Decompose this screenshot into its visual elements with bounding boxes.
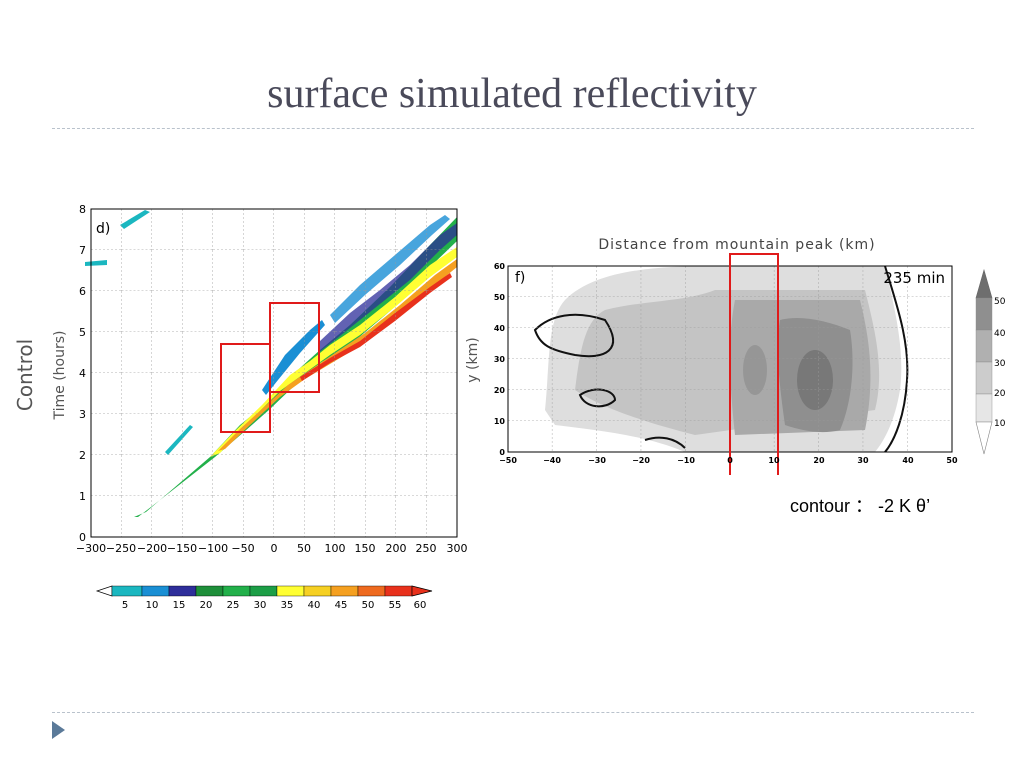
y-tick-label: 7	[79, 244, 86, 257]
y-axis-label: y (km)	[465, 337, 481, 382]
y-tick-label: 6	[79, 285, 86, 298]
x-tick-label: −250	[106, 542, 136, 555]
reflectivity-colorbar: 5 10 15 20 25 30 35 40 45 50 55 60	[95, 585, 433, 611]
x-tick-label: 50	[297, 542, 311, 555]
scale-label: 10	[994, 419, 1006, 429]
y-tick-label: 20	[494, 386, 506, 395]
colorbar-label: 40	[308, 600, 321, 611]
x-tick-label: −50	[499, 456, 517, 465]
x-tick-label: 0	[727, 456, 733, 465]
control-reflectivity-chart: 0 1 2 3 4 5 6 7 8 −300 −250 −200 −150 −1…	[13, 203, 468, 555]
bullet-arrow-icon	[52, 721, 65, 739]
scale-label: 30	[994, 359, 1006, 369]
colorbar-label: 5	[122, 600, 128, 611]
x-tick-label: −300	[76, 542, 106, 555]
grayscale-scale-bar: 50 40 30 20 10	[975, 268, 1006, 455]
footer-divider	[52, 712, 974, 713]
y-tick-label: 8	[79, 203, 86, 216]
colorbar-label: 30	[254, 600, 267, 611]
highlight-box	[729, 253, 779, 475]
y-tick-label: 40	[494, 324, 506, 333]
x-tick-label: 200	[386, 542, 407, 555]
highlight-box	[269, 302, 320, 393]
x-tick-label: 250	[416, 542, 437, 555]
colorbar-label: 50	[362, 600, 375, 611]
x-tick-label: 150	[355, 542, 376, 555]
colorbar-label: 25	[227, 600, 240, 611]
colorbar-label: 15	[173, 600, 186, 611]
y-tick-label: 3	[79, 408, 86, 421]
y-tick-label: 0	[499, 448, 505, 457]
scale-label: 50	[994, 297, 1006, 307]
scale-label: 40	[994, 329, 1006, 339]
colorbar-label: 45	[335, 600, 348, 611]
y-tick-label: 0	[79, 531, 86, 544]
x-tick-label: −10	[677, 456, 695, 465]
panel-label: f)	[515, 270, 525, 286]
x-tick-label: −30	[588, 456, 606, 465]
y-axis-label: Time (hours)	[52, 331, 68, 421]
y-tick-label: 30	[494, 355, 506, 364]
x-tick-label: 40	[902, 456, 914, 465]
y-tick-label: 2	[79, 449, 86, 462]
x-tick-label: 0	[271, 542, 278, 555]
y-tick-label: 10	[494, 417, 506, 426]
y-tick-label: 50	[494, 293, 506, 302]
x-tick-label: −100	[198, 542, 228, 555]
time-label: 235 min	[883, 269, 945, 287]
row-label: Control	[13, 339, 37, 411]
colorbar-label: 60	[414, 600, 427, 611]
scale-label: 20	[994, 389, 1006, 399]
y-tick-label: 1	[79, 490, 86, 503]
contour-note: contour ： -2 K θ’	[790, 496, 931, 516]
x-tick-label: −20	[632, 456, 650, 465]
x-tick-label: 100	[325, 542, 346, 555]
y-tick-label: 5	[79, 326, 86, 339]
y-tick-label: 60	[494, 262, 506, 271]
x-tick-label: 50	[946, 456, 958, 465]
x-tick-label: 10	[768, 456, 780, 465]
x-tick-label: −150	[167, 542, 197, 555]
x-tick-label: −50	[231, 542, 254, 555]
x-tick-label: 30	[857, 456, 869, 465]
colorbar-label: 20	[200, 600, 213, 611]
title-divider	[52, 128, 974, 129]
colorbar-label: 55	[389, 600, 402, 611]
slide-title: surface simulated reflectivity	[267, 71, 757, 117]
x-tick-label: 300	[447, 542, 468, 555]
x-tick-label: −200	[137, 542, 167, 555]
colorbar-label: 10	[146, 600, 159, 611]
y-tick-label: 4	[79, 367, 86, 380]
colorbar-label: 35	[281, 600, 294, 611]
panel-label: d)	[96, 221, 110, 237]
x-tick-label: −40	[543, 456, 561, 465]
chart-title: Distance from mountain peak (km)	[598, 237, 875, 253]
mountain-section-chart: Distance from mountain peak (km) f) 235 …	[465, 237, 958, 475]
x-tick-label: 20	[813, 456, 825, 465]
